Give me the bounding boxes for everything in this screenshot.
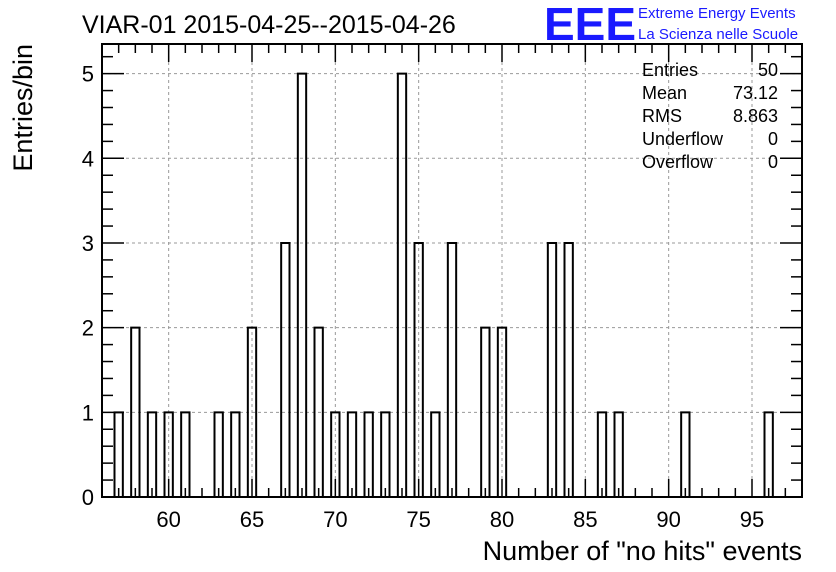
histogram-bar — [680, 411, 691, 497]
y-tick-label: 1 — [82, 400, 94, 425]
chart-title: VIAR-01 2015-04-25--2015-04-26 — [82, 11, 456, 39]
histogram-bar — [280, 241, 291, 497]
histogram-bar — [446, 241, 458, 497]
x-tick-label: 85 — [573, 507, 597, 532]
histogram-bar — [396, 72, 408, 497]
stats-box: Entries 50 Mean 73.12 RMS 8.863 Underflow 0 Over… — [642, 60, 778, 172]
eee-logo: EEE Extreme Energy Events La Scienza nel… — [544, 0, 798, 50]
x-axis-label: Number of "no hits" events — [483, 536, 802, 566]
plot-frame — [101, 43, 803, 498]
grid-lines — [102, 44, 802, 497]
tick-labels: 60 65 70 75 80 85 90 95 0 1 2 3 4 5 — [82, 62, 764, 532]
logo-mark: EEE — [544, 0, 636, 50]
stats-label: Underflow — [642, 129, 724, 149]
x-tick-label: 80 — [490, 507, 514, 532]
histogram-bar — [346, 411, 358, 497]
stats-label: RMS — [642, 106, 682, 126]
histogram-bar — [313, 326, 324, 497]
x-tick-label: 65 — [240, 507, 264, 532]
histogram-bar — [113, 411, 124, 497]
stats-value: 50 — [758, 60, 778, 80]
logo-line2: La Scienza nelle Scuole — [638, 26, 798, 43]
histogram-bar — [230, 411, 241, 497]
y-tick-label: 2 — [82, 316, 94, 341]
histogram-bar — [130, 326, 141, 497]
histogram-bar — [330, 411, 341, 497]
histogram-bar — [563, 241, 574, 497]
x-tick-label: 75 — [406, 507, 430, 532]
histogram-bar — [246, 326, 258, 497]
x-tick-label: 90 — [656, 507, 680, 532]
stats-label: Mean — [642, 83, 687, 103]
histogram-bar — [546, 241, 558, 497]
histogram-bar — [146, 411, 158, 497]
x-tick-label: 60 — [156, 507, 180, 532]
histogram-bar — [480, 326, 491, 497]
histogram-bar — [596, 411, 608, 497]
y-tick-label: 3 — [82, 231, 94, 256]
histogram-bar — [380, 411, 391, 497]
histogram-bar — [363, 411, 374, 497]
histogram-bar — [163, 411, 174, 497]
stats-label: Entries — [642, 60, 698, 80]
y-tick-label: 4 — [82, 146, 94, 171]
stats-value: 73.12 — [733, 83, 778, 103]
stats-value: 8.863 — [733, 106, 778, 126]
y-tick-label: 5 — [82, 62, 94, 87]
x-tick-label: 95 — [740, 507, 764, 532]
histogram-bar — [430, 411, 441, 497]
histogram-bar — [763, 411, 774, 497]
stats-value: 0 — [768, 129, 778, 149]
histogram-bar — [296, 72, 308, 497]
histogram-bar — [613, 411, 624, 497]
histogram-bars — [113, 72, 774, 497]
histogram-bar — [496, 326, 508, 497]
histogram-bar — [180, 411, 191, 497]
stats-label: Overflow — [642, 152, 714, 172]
stats-value: 0 — [768, 152, 778, 172]
axis-ticks — [101, 44, 803, 498]
y-axis-label: Entries/bin — [8, 44, 38, 172]
histogram-bar — [213, 411, 224, 497]
logo-line1: Extreme Energy Events — [638, 5, 796, 22]
histogram-bar — [413, 241, 424, 497]
x-tick-label: 70 — [323, 507, 347, 532]
y-tick-label: 0 — [82, 485, 94, 510]
